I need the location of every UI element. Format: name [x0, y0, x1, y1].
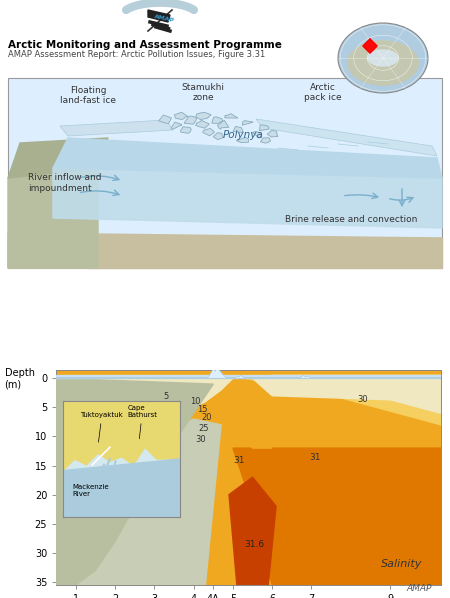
Polygon shape — [260, 125, 269, 131]
Ellipse shape — [338, 23, 428, 93]
Polygon shape — [8, 233, 442, 268]
Text: 31: 31 — [310, 453, 321, 462]
Polygon shape — [256, 119, 437, 156]
Polygon shape — [225, 114, 238, 118]
Text: AMAP Assessment Report: Arctic Pollution Issues, Figure 3.31: AMAP Assessment Report: Arctic Pollution… — [8, 50, 265, 59]
Polygon shape — [88, 238, 442, 268]
Text: Arctic Monitoring and Assessment Programme: Arctic Monitoring and Assessment Program… — [8, 40, 282, 50]
Text: 10: 10 — [190, 398, 201, 407]
Polygon shape — [233, 126, 243, 133]
Text: Polynya: Polynya — [223, 130, 263, 140]
Polygon shape — [60, 120, 173, 136]
Text: 31.6: 31.6 — [244, 540, 265, 549]
Polygon shape — [311, 379, 441, 413]
Polygon shape — [202, 129, 214, 136]
Polygon shape — [233, 448, 441, 585]
Polygon shape — [212, 117, 223, 124]
Text: Mackenzie
River: Mackenzie River — [72, 484, 109, 498]
Text: 30: 30 — [357, 395, 368, 404]
Text: Salinity: Salinity — [381, 560, 423, 569]
Bar — [8, 78, 442, 268]
Polygon shape — [235, 376, 245, 379]
Text: 30: 30 — [195, 435, 206, 444]
Text: Tuktoyaktuk: Tuktoyaktuk — [81, 412, 123, 442]
Text: AMAP: AMAP — [154, 14, 176, 23]
Text: Cape
Bathurst: Cape Bathurst — [127, 405, 158, 439]
Polygon shape — [252, 376, 441, 402]
Polygon shape — [63, 459, 180, 517]
Polygon shape — [196, 112, 211, 120]
Polygon shape — [206, 407, 272, 448]
Text: 20: 20 — [201, 413, 212, 422]
Polygon shape — [300, 376, 311, 379]
Text: 15: 15 — [197, 405, 207, 414]
Polygon shape — [148, 10, 170, 22]
Text: Stamukhi
zone: Stamukhi zone — [181, 83, 225, 102]
Text: 31: 31 — [233, 456, 244, 465]
Polygon shape — [158, 115, 171, 124]
Ellipse shape — [347, 40, 419, 86]
Text: 25: 25 — [198, 423, 209, 433]
Text: Brine release and convection: Brine release and convection — [284, 215, 417, 224]
Polygon shape — [63, 401, 180, 471]
Polygon shape — [8, 138, 108, 178]
Polygon shape — [53, 138, 442, 178]
Text: AMAP: AMAP — [407, 584, 432, 593]
Polygon shape — [242, 120, 253, 126]
Polygon shape — [184, 116, 197, 124]
Polygon shape — [56, 379, 233, 425]
Polygon shape — [261, 138, 270, 143]
Polygon shape — [221, 379, 441, 425]
Polygon shape — [267, 130, 278, 137]
Polygon shape — [363, 39, 377, 53]
Polygon shape — [175, 112, 189, 120]
Polygon shape — [217, 120, 229, 129]
Polygon shape — [56, 379, 221, 585]
Polygon shape — [196, 120, 209, 128]
Polygon shape — [236, 138, 248, 142]
Text: River inflow and
impoundment: River inflow and impoundment — [28, 173, 102, 193]
Text: Arctic
pack ice: Arctic pack ice — [304, 83, 342, 102]
Polygon shape — [207, 367, 227, 379]
Polygon shape — [56, 379, 174, 413]
Polygon shape — [53, 168, 442, 228]
Polygon shape — [213, 133, 224, 139]
Ellipse shape — [367, 49, 399, 67]
Text: 5: 5 — [163, 392, 169, 401]
Polygon shape — [180, 127, 191, 133]
Text: Floating
land-fast ice: Floating land-fast ice — [60, 86, 116, 105]
Polygon shape — [252, 132, 262, 138]
Polygon shape — [56, 379, 213, 585]
Polygon shape — [8, 163, 98, 268]
Text: Depth
(m): Depth (m) — [4, 368, 35, 389]
Polygon shape — [56, 376, 441, 379]
Polygon shape — [229, 477, 276, 585]
Polygon shape — [171, 122, 182, 129]
